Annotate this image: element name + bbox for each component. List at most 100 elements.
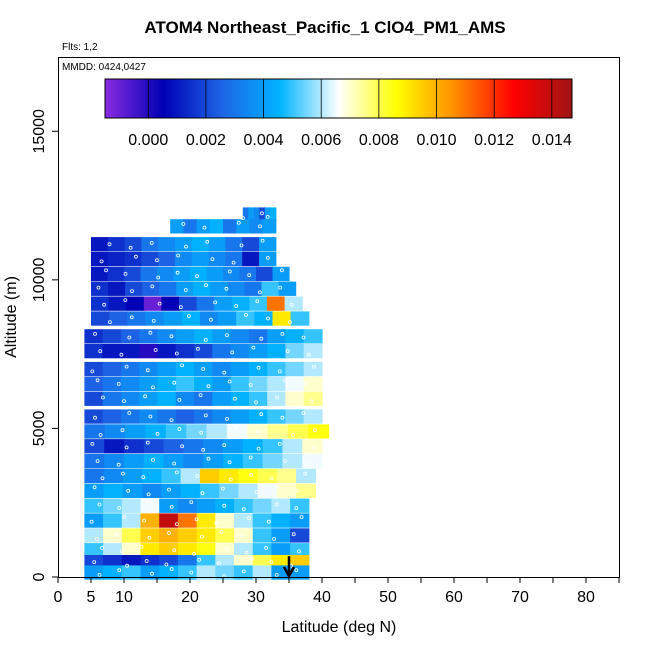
dates-label: MMDD: 0424,0427 [62,62,146,73]
sample-point [304,381,309,386]
sample-point [114,532,119,537]
heatmap-cell [124,454,145,469]
sample-point [123,298,128,303]
sample-point [251,345,256,350]
heatmap-cell [248,409,268,424]
sample-point [172,461,177,466]
sample-point [224,286,229,291]
heatmap-cell [290,498,310,513]
heatmap-cell [303,376,323,391]
heatmap-cell [271,498,291,513]
sample-point [123,271,128,276]
sample-point [277,441,282,446]
heatmap-cell [145,424,167,439]
heatmap-cell [252,498,272,513]
sample-point [119,352,124,357]
sample-point [194,517,199,522]
sample-point [95,459,100,464]
sample-point [232,396,237,401]
sample-point [216,561,221,566]
sample-point [148,330,153,335]
sample-point [176,253,181,258]
heatmap-cell [231,296,250,311]
heatmap-cell [219,483,239,498]
sample-point [230,350,235,355]
sample-point [169,504,174,509]
sample-point [127,411,132,415]
sample-point [167,531,171,535]
sample-point [289,302,294,307]
sample-point [285,349,290,354]
heatmap-cell [124,266,142,282]
sample-point [274,485,279,490]
heatmap-cell [206,266,224,282]
heatmap-cell [242,439,264,454]
heatmap-cell [267,409,287,424]
sample-point [256,446,261,451]
heatmap-cell [142,483,162,498]
heatmap-cell [104,424,126,439]
heatmap-cell [234,528,254,543]
heatmap-cell [121,361,140,377]
sample-point [145,368,150,373]
heatmap-cell [225,251,243,267]
heatmap-cell [276,468,297,484]
heatmap-cell [254,311,274,326]
colorbar-tick-label: 0.014 [532,132,572,149]
heatmap-cell [108,296,127,311]
heatmap-cell [159,513,179,528]
sample-point [177,427,182,431]
heatmap-cell [157,376,177,391]
heatmap-cell [121,409,140,424]
sample-point [93,415,97,420]
heatmap-cell [249,296,268,311]
sample-point [201,367,206,371]
sample-point [247,516,252,521]
sample-point [220,486,225,491]
heatmap-cell [159,528,179,543]
heatmap-cell [175,344,195,359]
x-tick-label: 0 [54,589,63,606]
heatmap-cell [158,251,176,267]
sample-point [274,502,279,507]
sample-point [164,562,169,567]
sample-point [156,275,161,280]
sample-point [100,546,104,550]
flights-label: Flts: 1,2 [62,42,98,53]
sample-point [294,568,299,573]
heatmap-cell [157,391,177,406]
sample-point [148,414,153,419]
heatmap-cell [226,424,248,439]
heatmap-cell [177,498,198,513]
heatmap-cell [163,439,184,454]
sample-point [265,255,270,260]
sample-point [169,418,174,423]
colorbar-fill [104,78,573,119]
heatmap-cell [175,391,195,406]
heatmap-cell [282,454,303,469]
sample-point [200,491,205,496]
sample-point [98,433,103,437]
sample-point [155,431,160,436]
heatmap-cell [124,251,142,267]
heatmap-cell [141,237,159,252]
heatmap-cell [212,344,232,359]
colorbar-tick-label: 0.006 [301,132,341,149]
heatmap-cell [139,329,159,344]
colorbar-tick-label: 0.012 [474,132,514,149]
heatmap-cell [303,361,323,377]
sample-point [256,365,261,370]
axes: 0 5 10 20 30 40 50 60 70 80 0 5000 10000 15000 [31,109,620,606]
heatmap-cell [84,498,104,513]
chart-title: ATOM4 Northeast_Pacific_1 ClO4_PM1_AMS [144,18,506,37]
heatmap-cell [285,409,305,424]
sample-point [97,502,102,507]
heatmap-cell [140,543,160,558]
heatmap-cell [290,528,310,543]
heatmap-cell [259,237,277,252]
heatmap-cell [104,439,125,454]
heatmap-cell [267,329,287,344]
heatmap-cell [290,513,310,528]
heatmap-cell [196,543,216,558]
sample-point [116,381,121,386]
